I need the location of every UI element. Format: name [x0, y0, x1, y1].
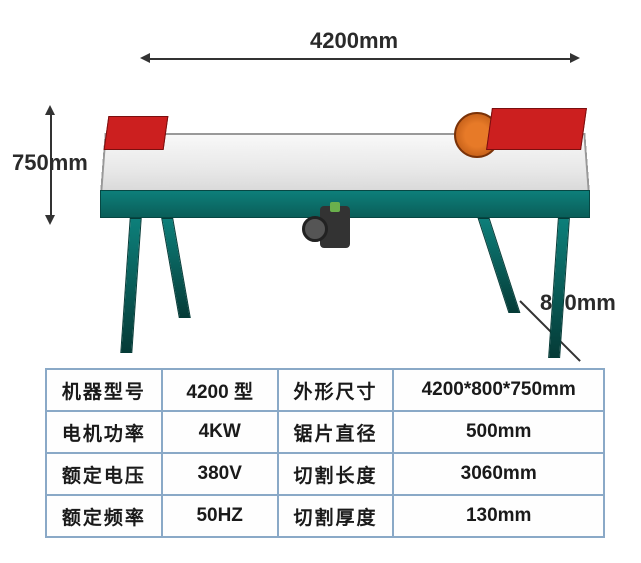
spec-label: 锯片直径: [278, 411, 394, 453]
hand-crank-icon: [320, 206, 350, 248]
spec-table: 机器型号4200 型外形尺寸4200*800*750mm电机功率4KW锯片直径5…: [45, 368, 605, 538]
spec-value: 4200 型: [162, 369, 278, 411]
table-row: 机器型号4200 型外形尺寸4200*800*750mm: [46, 369, 604, 411]
machine-figure: 4200mm 750mm 800mm: [0, 0, 641, 360]
dim-length-label: 4200mm: [310, 28, 398, 54]
arrow-icon: [45, 105, 55, 115]
table-row: 电机功率4KW锯片直径500mm: [46, 411, 604, 453]
spec-value: 130mm: [393, 495, 604, 537]
table-leg: [548, 218, 570, 358]
spec-value: 4200*800*750mm: [393, 369, 604, 411]
spec-label: 机器型号: [46, 369, 162, 411]
spec-value: 500mm: [393, 411, 604, 453]
table-leg: [161, 218, 191, 318]
machine-illustration: [100, 100, 590, 320]
spec-label: 电机功率: [46, 411, 162, 453]
spec-label: 切割厚度: [278, 495, 394, 537]
arrow-icon: [45, 215, 55, 225]
spec-value: 50HZ: [162, 495, 278, 537]
guard-left: [104, 116, 169, 150]
spec-label: 切割长度: [278, 453, 394, 495]
arrow-icon: [140, 53, 150, 63]
dim-height-label: 750mm: [12, 150, 88, 176]
spec-label: 外形尺寸: [278, 369, 394, 411]
spec-value: 4KW: [162, 411, 278, 453]
spec-label: 额定频率: [46, 495, 162, 537]
arrow-icon: [570, 53, 580, 63]
spec-value: 380V: [162, 453, 278, 495]
table-row: 额定频率50HZ切割厚度130mm: [46, 495, 604, 537]
spec-value: 3060mm: [393, 453, 604, 495]
table-leg: [120, 218, 141, 353]
table-row: 额定电压380V切割长度3060mm: [46, 453, 604, 495]
dim-line-length: [150, 58, 570, 60]
table-leg: [478, 218, 521, 313]
spec-label: 额定电压: [46, 453, 162, 495]
guard-right: [486, 108, 587, 150]
